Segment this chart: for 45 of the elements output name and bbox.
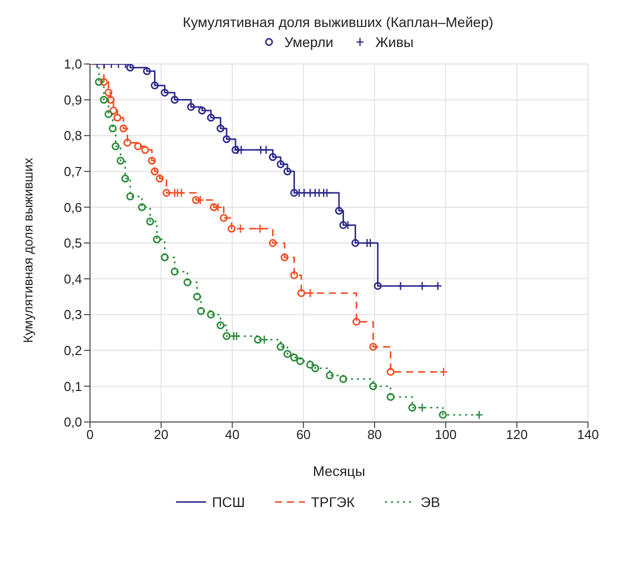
legend-label: ЭВ [420, 494, 440, 510]
y-tick-label: 1,0 [64, 56, 82, 72]
point [475, 410, 484, 420]
legend-label: ПСШ [210, 494, 245, 510]
point [366, 238, 374, 248]
point [256, 145, 265, 155]
point [300, 188, 308, 198]
y-tick-label: 0,6 [64, 200, 82, 215]
y-tick-label: 0,1 [64, 378, 82, 394]
point [306, 188, 314, 198]
y-tick-label: 0,8 [64, 128, 82, 144]
point [344, 220, 352, 230]
y-axis-title: Кумулятивная доля выживших [20, 157, 36, 343]
y-tick-label: 0,0 [64, 414, 82, 430]
point [295, 188, 304, 198]
point [418, 403, 426, 412]
point [306, 288, 314, 298]
point [418, 281, 426, 291]
point [196, 195, 204, 205]
point [262, 145, 270, 155]
legend-label: Умерли [283, 34, 334, 50]
y-tick-label: 0,5 [64, 236, 82, 251]
x-axis-title: Месяцы [312, 463, 366, 479]
x-tick-label: 140 [577, 427, 599, 442]
y-tick-label: 0,3 [64, 307, 82, 322]
legend-label: Живы [374, 34, 414, 50]
y-tick-label: 0,9 [64, 92, 82, 108]
y-tick-label: 0,7 [64, 164, 82, 180]
x-tick-label: 80 [367, 427, 382, 442]
x-tick-label: 0 [86, 427, 94, 442]
x-tick-label: 20 [154, 427, 168, 442]
point [236, 224, 245, 234]
point [177, 188, 186, 198]
point [396, 281, 405, 291]
x-tick-label: 40 [225, 427, 240, 442]
y-tick-label: 0,2 [64, 343, 82, 358]
x-tick-label: 100 [434, 427, 457, 442]
legend-label: ТРГЭК [310, 494, 355, 510]
point [439, 367, 448, 377]
x-tick-label: 120 [506, 427, 528, 442]
point [256, 224, 264, 234]
x-tick-label: 60 [296, 427, 311, 442]
y-tick-label: 0,4 [64, 271, 82, 286]
point [434, 281, 442, 291]
chart-title: Кумулятивная доля выживших (Каплан–Мейер) [182, 14, 494, 30]
